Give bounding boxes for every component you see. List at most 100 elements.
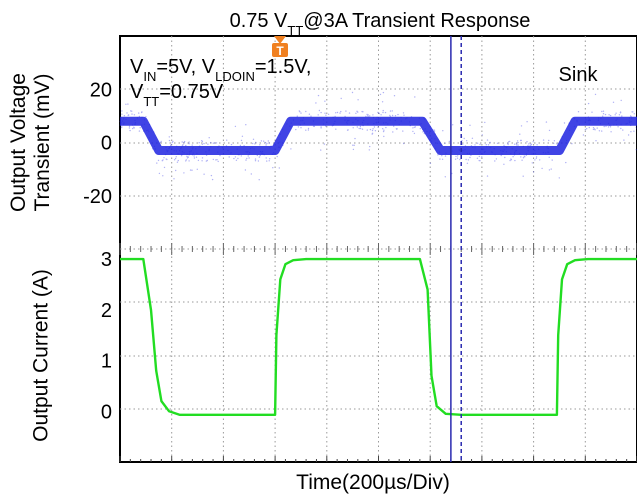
noise-point	[189, 169, 192, 171]
noise-point	[210, 141, 212, 144]
noise-point	[614, 114, 616, 116]
noise-point	[254, 158, 257, 160]
noise-point	[259, 144, 261, 146]
noise-point	[534, 159, 536, 161]
noise-point	[198, 142, 200, 144]
annotations: VIN=5V, VLDOIN=1.5V,VTT=0.75V Sink T	[130, 36, 598, 109]
noise-point	[551, 159, 553, 161]
noise-point	[161, 160, 163, 162]
noise-point	[310, 115, 312, 117]
noise-point	[466, 140, 468, 142]
noise-point	[587, 102, 590, 105]
noise-point	[594, 93, 597, 96]
noise-point	[133, 114, 136, 116]
noise-point	[456, 157, 459, 159]
noise-point	[412, 127, 414, 129]
noise-point	[156, 162, 158, 164]
noise-point	[257, 160, 260, 162]
noise-point	[500, 154, 502, 157]
noise-point	[300, 127, 302, 129]
noise-point	[186, 155, 188, 157]
current-trace	[120, 257, 637, 416]
noise-point	[602, 113, 605, 115]
noise-point	[132, 127, 134, 130]
noise-point	[598, 130, 601, 132]
noise-point	[228, 156, 230, 158]
noise-point	[495, 158, 498, 160]
noise-point	[170, 143, 172, 146]
noise-point	[541, 167, 543, 170]
noise-point	[441, 158, 444, 160]
noise-point	[258, 179, 260, 181]
noise-point	[455, 155, 457, 158]
noise-point	[121, 126, 123, 128]
noise-point	[353, 144, 355, 146]
noise-point	[429, 162, 432, 164]
noise-point	[522, 157, 525, 159]
noise-point	[516, 144, 518, 146]
noise-point	[272, 167, 274, 169]
noise-point	[131, 113, 133, 115]
noise-point	[260, 140, 263, 142]
noise-point	[486, 175, 489, 177]
noise-point	[300, 112, 302, 114]
noise-point	[582, 134, 585, 136]
noise-point	[317, 94, 320, 97]
noise-point	[620, 99, 622, 102]
noise-point	[563, 122, 566, 124]
noise-point	[444, 142, 446, 145]
noise-point	[592, 128, 595, 131]
noise-point	[393, 125, 395, 127]
noise-point	[234, 125, 237, 128]
noise-point	[479, 143, 481, 146]
noise-point	[519, 133, 521, 135]
noise-point	[265, 157, 267, 159]
noise-point	[206, 159, 208, 162]
noise-point	[348, 112, 351, 114]
noise-point	[157, 159, 160, 162]
noise-point	[201, 140, 204, 143]
noise-point	[444, 176, 446, 178]
noise-point	[584, 128, 587, 131]
noise-point	[496, 142, 499, 144]
noise-point	[235, 159, 238, 161]
noise-point	[352, 144, 354, 146]
noise-point	[516, 140, 519, 142]
noise-point	[487, 144, 490, 146]
noise-point	[412, 130, 414, 133]
noise-point	[526, 141, 528, 143]
noise-point	[633, 130, 635, 132]
noise-point	[503, 163, 505, 165]
noise-point	[457, 155, 459, 157]
noise-point	[201, 160, 203, 162]
noise-point	[402, 112, 405, 114]
noise-point	[191, 144, 193, 146]
noise-point	[245, 124, 247, 126]
noise-point	[558, 177, 560, 179]
noise-point	[369, 115, 371, 117]
noise-point	[437, 154, 439, 156]
noise-point	[217, 160, 219, 163]
noise-point	[469, 156, 471, 159]
noise-point	[352, 127, 354, 129]
noise-point	[504, 156, 506, 159]
noise-point	[173, 159, 176, 161]
noise-point	[357, 99, 359, 101]
noise-point	[195, 156, 198, 158]
noise-point	[265, 144, 267, 146]
noise-point	[256, 154, 258, 157]
noise-point	[254, 160, 257, 162]
noise-point	[618, 114, 621, 116]
noise-point	[174, 157, 177, 160]
noise-point	[548, 156, 550, 158]
noise-point	[335, 128, 337, 130]
noise-point	[591, 111, 593, 113]
current-tick-label: 3	[101, 249, 112, 271]
noise-point	[382, 111, 384, 114]
noise-point	[522, 175, 524, 177]
noise-point	[325, 125, 327, 127]
noise-point	[463, 137, 465, 140]
noise-point	[550, 168, 552, 170]
noise-point	[127, 114, 130, 116]
noise-point	[146, 105, 148, 107]
